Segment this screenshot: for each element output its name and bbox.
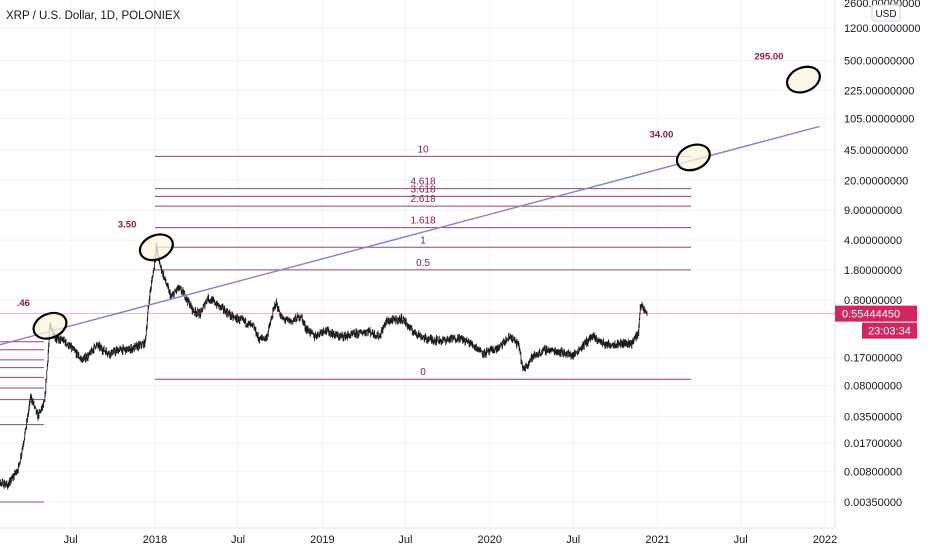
currency-button[interactable]: USD — [871, 4, 901, 22]
y-tick-label: 20.00000000 — [844, 175, 908, 187]
y-tick-label: 105.00000000 — [844, 114, 914, 126]
price-tag-box — [835, 305, 917, 322]
x-tick-label: Jul — [231, 534, 245, 546]
y-tick-label: 0.03500000 — [844, 411, 902, 423]
timer-box — [862, 322, 917, 339]
annotation-ellipse — [138, 233, 174, 262]
y-tick-label: 225.00000000 — [844, 85, 914, 97]
fib-level-label: 4.618 — [411, 177, 436, 188]
y-tick-label: 9.00000000 — [844, 205, 902, 217]
grid — [0, 0, 835, 528]
fib-level-label: 1.618 — [411, 216, 436, 227]
annotation-ellipse — [785, 65, 821, 94]
annotation-label: 3.50 — [118, 219, 137, 230]
annotation-label: 34.00 — [650, 129, 674, 140]
annotation: .46 — [17, 298, 68, 340]
x-tick-label: 2021 — [645, 534, 669, 546]
fib-level-label: 3.618 — [411, 184, 436, 195]
y-tick-label: 0.00350000 — [844, 497, 902, 509]
x-tick-label: Jul — [734, 534, 748, 546]
annotation: 34.00 — [650, 129, 711, 172]
currency-label: USD — [875, 9, 896, 20]
x-tick-label: 2022 — [813, 534, 837, 546]
fib-level-label: 0.5 — [416, 258, 430, 269]
annotation: 3.50 — [118, 219, 174, 262]
y-tick-label: 0.01700000 — [844, 438, 902, 450]
price-axis[interactable]: 2600.000000001200.00000000500.0000000022… — [844, 0, 920, 509]
y-tick-label: 0.00800000 — [844, 466, 902, 478]
y-tick-label: 0.08000000 — [844, 381, 902, 393]
x-tick-label: 2019 — [310, 534, 334, 546]
y-tick-label: 1200.00000000 — [844, 23, 920, 35]
y-tick-label: 0.80000000 — [844, 295, 902, 307]
x-tick-label: 2020 — [478, 534, 502, 546]
price-tag-value: 0.55444450 — [842, 309, 900, 321]
x-tick-label: 2018 — [143, 534, 167, 546]
fib-level-label: 2.618 — [411, 194, 436, 205]
y-tick-label: 4.00000000 — [844, 235, 902, 247]
timer-value: 23:03:34 — [868, 326, 911, 338]
fib-level-label: 0 — [420, 367, 426, 378]
current-price-tag: 0.55444450 23:03:34 — [0, 305, 917, 339]
time-axis[interactable]: Jul 2018 Jul 2019 Jul 2020 Jul 2021 Jul 2022 — [64, 534, 838, 546]
chart-title: XRP / U.S. Dollar, 1D, POLONIEX — [6, 10, 181, 22]
y-tick-label: 45.00000000 — [844, 145, 908, 157]
annotation-label: .46 — [17, 298, 30, 309]
x-tick-label: Jul — [566, 534, 580, 546]
y-tick-label: 500.00000000 — [844, 56, 914, 68]
price-series — [0, 242, 648, 490]
fib-level-label: 1 — [420, 235, 426, 246]
y-tick-label: 1.80000000 — [844, 265, 902, 277]
x-tick-label: Jul — [64, 534, 78, 546]
annotation-ellipse — [675, 143, 711, 172]
annotations: .46 3.50 34.00 295.00 — [17, 52, 821, 340]
x-tick-label: Jul — [398, 534, 412, 546]
annotation: 295.00 — [754, 52, 821, 94]
annotation-ellipse — [32, 311, 68, 340]
annotation-label: 295.00 — [754, 52, 783, 63]
fib-level-label: 10 — [417, 144, 429, 155]
left-levels — [0, 341, 44, 503]
y-tick-label: 0.17000000 — [844, 353, 902, 365]
